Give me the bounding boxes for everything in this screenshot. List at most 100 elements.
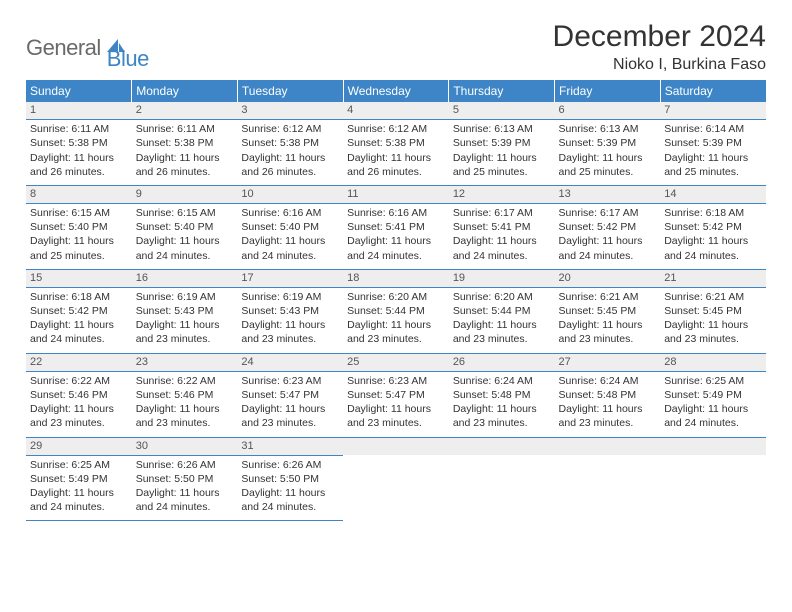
day-data: Sunrise: 6:16 AMSunset: 5:41 PMDaylight:… — [343, 204, 449, 269]
daynum-cell: 24 — [237, 353, 343, 371]
daydata-cell — [343, 455, 449, 521]
calendar-body: 1234567Sunrise: 6:11 AMSunset: 5:38 PMDa… — [26, 102, 766, 521]
header: General Blue December 2024 Nioko I, Burk… — [26, 20, 766, 74]
day-number: 2 — [132, 102, 238, 119]
day-number: 21 — [660, 270, 766, 287]
daydata-row: Sunrise: 6:11 AMSunset: 5:38 PMDaylight:… — [26, 120, 766, 186]
daynum-cell: 28 — [660, 353, 766, 371]
daydata-cell: Sunrise: 6:26 AMSunset: 5:50 PMDaylight:… — [237, 455, 343, 521]
day-data: Sunrise: 6:16 AMSunset: 5:40 PMDaylight:… — [237, 204, 343, 269]
weekday-header: Thursday — [449, 80, 555, 102]
daydata-cell: Sunrise: 6:11 AMSunset: 5:38 PMDaylight:… — [26, 120, 132, 186]
day-number: 26 — [449, 354, 555, 371]
day-number: 24 — [237, 354, 343, 371]
daydata-cell: Sunrise: 6:19 AMSunset: 5:43 PMDaylight:… — [132, 287, 238, 353]
weekday-header: Wednesday — [343, 80, 449, 102]
logo-word-2: Blue — [107, 46, 149, 72]
day-data: Sunrise: 6:22 AMSunset: 5:46 PMDaylight:… — [26, 372, 132, 437]
daynum-cell: 16 — [132, 269, 238, 287]
day-number: 14 — [660, 186, 766, 203]
day-data: Sunrise: 6:22 AMSunset: 5:46 PMDaylight:… — [132, 372, 238, 437]
daydata-cell: Sunrise: 6:17 AMSunset: 5:42 PMDaylight:… — [555, 204, 661, 270]
daynum-cell: 19 — [449, 269, 555, 287]
daynum-cell: 27 — [555, 353, 661, 371]
day-number: 4 — [343, 102, 449, 119]
daydata-cell: Sunrise: 6:25 AMSunset: 5:49 PMDaylight:… — [26, 455, 132, 521]
daynum-cell: 6 — [555, 102, 661, 120]
logo-word-1: General — [26, 35, 101, 61]
day-number: 11 — [343, 186, 449, 203]
location: Nioko I, Burkina Faso — [553, 56, 766, 74]
day-number: 31 — [237, 438, 343, 455]
daydata-cell: Sunrise: 6:22 AMSunset: 5:46 PMDaylight:… — [26, 371, 132, 437]
day-data: Sunrise: 6:20 AMSunset: 5:44 PMDaylight:… — [343, 288, 449, 353]
day-number: 18 — [343, 270, 449, 287]
day-data: Sunrise: 6:11 AMSunset: 5:38 PMDaylight:… — [132, 120, 238, 185]
day-data: Sunrise: 6:13 AMSunset: 5:39 PMDaylight:… — [555, 120, 661, 185]
day-data: Sunrise: 6:25 AMSunset: 5:49 PMDaylight:… — [660, 372, 766, 437]
daynum-row: 1234567 — [26, 102, 766, 120]
daynum-row: 22232425262728 — [26, 353, 766, 371]
daydata-cell: Sunrise: 6:18 AMSunset: 5:42 PMDaylight:… — [660, 204, 766, 270]
weekday-header: Tuesday — [237, 80, 343, 102]
day-number: 6 — [555, 102, 661, 119]
daynum-cell: 17 — [237, 269, 343, 287]
daydata-cell — [449, 455, 555, 521]
day-data: Sunrise: 6:21 AMSunset: 5:45 PMDaylight:… — [555, 288, 661, 353]
daynum-cell — [555, 437, 661, 455]
day-data: Sunrise: 6:18 AMSunset: 5:42 PMDaylight:… — [660, 204, 766, 269]
day-data: Sunrise: 6:15 AMSunset: 5:40 PMDaylight:… — [26, 204, 132, 269]
daydata-cell: Sunrise: 6:15 AMSunset: 5:40 PMDaylight:… — [132, 204, 238, 270]
day-data: Sunrise: 6:12 AMSunset: 5:38 PMDaylight:… — [343, 120, 449, 185]
day-number: 28 — [660, 354, 766, 371]
daydata-row: Sunrise: 6:18 AMSunset: 5:42 PMDaylight:… — [26, 287, 766, 353]
day-number: 19 — [449, 270, 555, 287]
day-data: Sunrise: 6:26 AMSunset: 5:50 PMDaylight:… — [132, 456, 238, 521]
day-data: Sunrise: 6:24 AMSunset: 5:48 PMDaylight:… — [555, 372, 661, 437]
daynum-cell — [660, 437, 766, 455]
logo: General Blue — [26, 20, 149, 72]
daynum-row: 891011121314 — [26, 185, 766, 203]
daydata-cell: Sunrise: 6:20 AMSunset: 5:44 PMDaylight:… — [449, 287, 555, 353]
daynum-cell: 7 — [660, 102, 766, 120]
daydata-cell: Sunrise: 6:18 AMSunset: 5:42 PMDaylight:… — [26, 287, 132, 353]
daydata-cell — [555, 455, 661, 521]
daydata-cell: Sunrise: 6:23 AMSunset: 5:47 PMDaylight:… — [343, 371, 449, 437]
daynum-cell: 31 — [237, 437, 343, 455]
day-number: 23 — [132, 354, 238, 371]
day-data: Sunrise: 6:13 AMSunset: 5:39 PMDaylight:… — [449, 120, 555, 185]
daydata-row: Sunrise: 6:25 AMSunset: 5:49 PMDaylight:… — [26, 455, 766, 521]
daynum-cell: 2 — [132, 102, 238, 120]
daynum-cell: 14 — [660, 185, 766, 203]
daydata-cell: Sunrise: 6:13 AMSunset: 5:39 PMDaylight:… — [555, 120, 661, 186]
day-number: 7 — [660, 102, 766, 119]
day-number: 13 — [555, 186, 661, 203]
day-data: Sunrise: 6:24 AMSunset: 5:48 PMDaylight:… — [449, 372, 555, 437]
daydata-cell: Sunrise: 6:12 AMSunset: 5:38 PMDaylight:… — [343, 120, 449, 186]
day-number: 17 — [237, 270, 343, 287]
day-data: Sunrise: 6:17 AMSunset: 5:41 PMDaylight:… — [449, 204, 555, 269]
daynum-cell: 29 — [26, 437, 132, 455]
daydata-cell: Sunrise: 6:23 AMSunset: 5:47 PMDaylight:… — [237, 371, 343, 437]
daynum-cell: 15 — [26, 269, 132, 287]
daydata-cell: Sunrise: 6:26 AMSunset: 5:50 PMDaylight:… — [132, 455, 238, 521]
daynum-cell: 22 — [26, 353, 132, 371]
day-number: 20 — [555, 270, 661, 287]
day-number: 22 — [26, 354, 132, 371]
day-data: Sunrise: 6:25 AMSunset: 5:49 PMDaylight:… — [26, 456, 132, 521]
daynum-cell: 26 — [449, 353, 555, 371]
daynum-row: 15161718192021 — [26, 269, 766, 287]
daynum-cell: 11 — [343, 185, 449, 203]
day-number: 1 — [26, 102, 132, 119]
day-data: Sunrise: 6:15 AMSunset: 5:40 PMDaylight:… — [132, 204, 238, 269]
day-number: 9 — [132, 186, 238, 203]
daynum-cell: 5 — [449, 102, 555, 120]
daynum-cell: 18 — [343, 269, 449, 287]
weekday-header: Friday — [555, 80, 661, 102]
daynum-cell: 8 — [26, 185, 132, 203]
daynum-cell: 12 — [449, 185, 555, 203]
daydata-cell: Sunrise: 6:14 AMSunset: 5:39 PMDaylight:… — [660, 120, 766, 186]
title-block: December 2024 Nioko I, Burkina Faso — [553, 20, 766, 74]
daynum-cell — [449, 437, 555, 455]
day-data: Sunrise: 6:23 AMSunset: 5:47 PMDaylight:… — [343, 372, 449, 437]
